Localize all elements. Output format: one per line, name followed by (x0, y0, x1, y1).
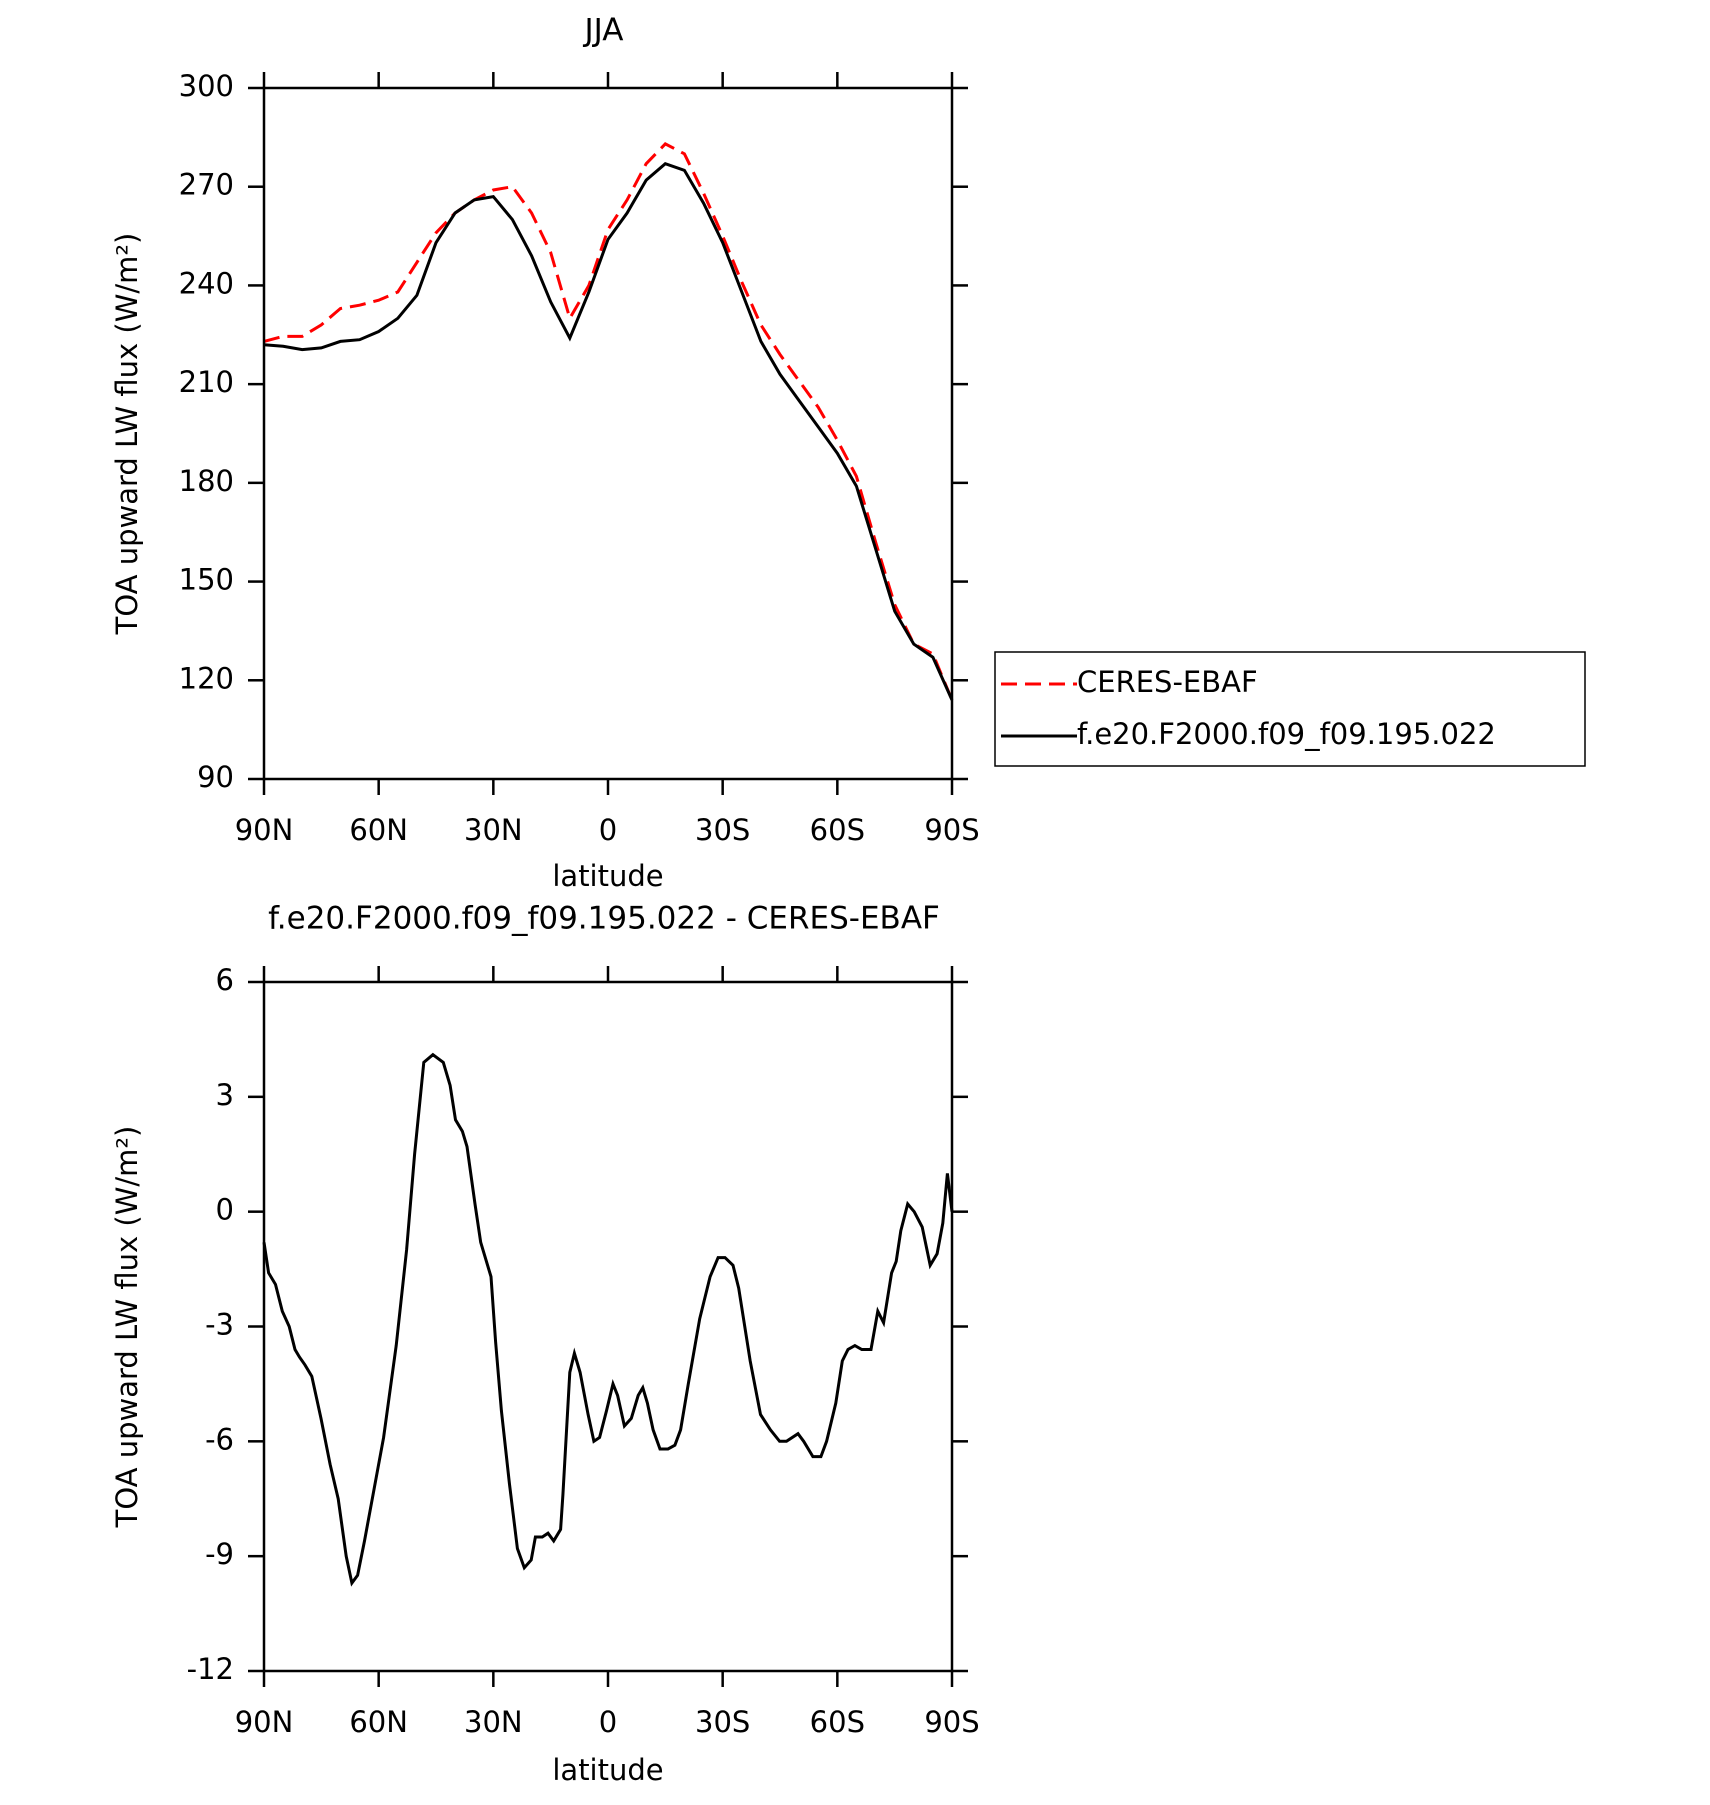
y-tick-label: 3 (216, 1078, 234, 1112)
legend: CERES-EBAF f.e20.F2000.f09_f09.195.022 (994, 651, 1586, 767)
x-tick-label: 60N (349, 813, 408, 847)
y-tick-label: -9 (205, 1537, 234, 1571)
x-tick-label: 90N (235, 1705, 294, 1739)
panel: JJA latitude TOA upward LW flux (W/m²) 90 12… (110, 13, 1586, 893)
legend-box (994, 651, 1586, 767)
x-tick-label: 60N (349, 1705, 408, 1739)
y-tick-label: 0 (216, 1193, 234, 1227)
x-tick-label: 30S (695, 1705, 750, 1739)
y-axis-label: TOA upward LW flux (W/m²) (110, 1126, 144, 1529)
x-tick-label: 0 (599, 813, 617, 847)
y-tick-label: -6 (205, 1422, 234, 1456)
x-tick-label: 90S (924, 1705, 979, 1739)
panel: f.e20.F2000.f09_f09.195.022 - CERES-EBAF… (110, 901, 980, 1788)
x-tick-label: 30N (464, 1705, 523, 1739)
y-tick-label: 210 (179, 365, 234, 399)
plot-frame (262, 86, 954, 781)
x-axis-label: latitude (552, 859, 663, 893)
y-tick-label: 270 (179, 168, 234, 202)
chart-title: f.e20.F2000.f09_f09.195.022 - CERES-EBAF (268, 901, 940, 937)
y-tick-label: 300 (179, 69, 234, 103)
y-tick-label: -12 (187, 1652, 234, 1686)
x-axis-label: latitude (552, 1753, 663, 1787)
y-tick-label: 6 (216, 963, 234, 997)
y-tick-label: 240 (179, 266, 234, 300)
legend-label: f.e20.F2000.f09_f09.195.022 (1077, 717, 1496, 751)
x-tick-label: 60S (810, 813, 865, 847)
x-tick-label: 90N (235, 813, 294, 847)
x-tick-label: 90S (924, 813, 979, 847)
plot-frame (262, 980, 954, 1673)
y-tick-label: 180 (179, 464, 234, 498)
chart-title: JJA (583, 13, 624, 49)
data-line (263, 162, 954, 701)
x-tick-label: 60S (810, 1705, 865, 1739)
x-tick-label: 0 (599, 1705, 617, 1739)
y-tick-label: 150 (179, 563, 234, 597)
data-line (263, 142, 954, 701)
legend-label: CERES-EBAF (1077, 665, 1258, 699)
y-tick-label: 90 (197, 760, 234, 794)
x-tick-label: 30N (464, 813, 523, 847)
x-tick-label: 30S (695, 813, 750, 847)
data-line (262, 1052, 954, 1587)
y-axis-label: TOA upward LW flux (W/m²) (110, 233, 144, 636)
y-tick-label: 120 (179, 661, 234, 695)
y-tick-label: -3 (205, 1308, 234, 1342)
